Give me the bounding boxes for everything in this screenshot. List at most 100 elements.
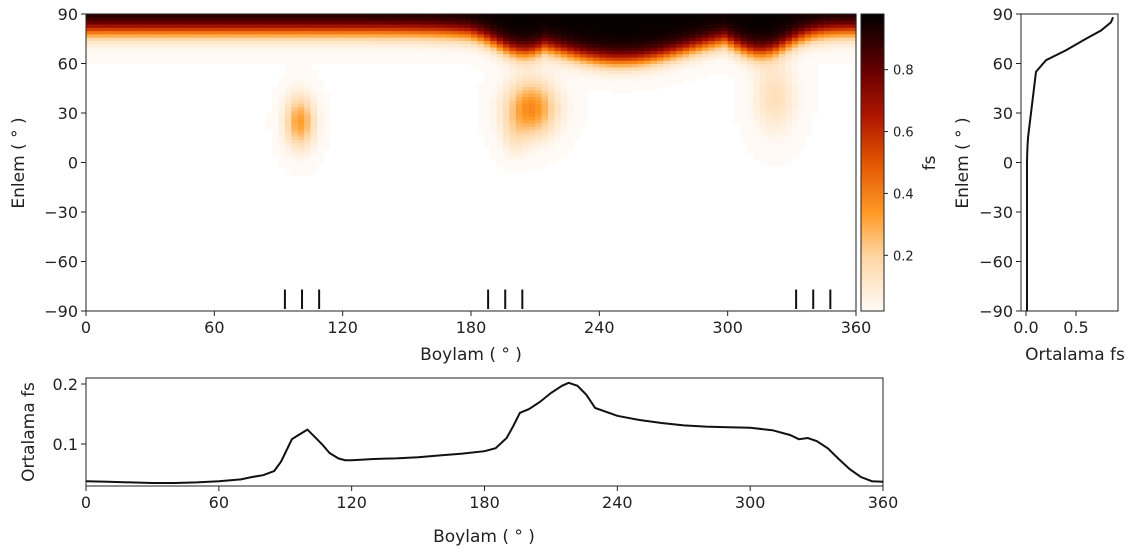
heatmap-cell: [823, 53, 831, 58]
heatmap-cell: [214, 56, 222, 61]
heatmap-cell: [169, 40, 177, 45]
heatmap-cell: [612, 60, 620, 65]
heatmap-cell: [554, 122, 562, 127]
heatmap-cell: [657, 40, 665, 45]
heatmap-cell: [714, 53, 722, 58]
heatmap-cell: [798, 96, 806, 101]
heatmap-cell: [541, 89, 549, 94]
heatmap-cell: [201, 50, 209, 55]
heatmap-cell: [278, 76, 286, 81]
heatmap-cell: [214, 40, 222, 45]
heatmap-cell: [843, 20, 851, 25]
heatmap-cell: [304, 27, 312, 32]
heatmap-cell: [490, 23, 498, 28]
heatmap-cell: [625, 40, 633, 45]
colorbar-gradient: [861, 14, 884, 311]
heatmap-cell: [195, 17, 203, 22]
heatmap-cell: [727, 50, 735, 55]
heatmap-cell: [483, 142, 491, 147]
heatmap-cell: [413, 43, 421, 48]
heatmap-cell: [284, 76, 292, 81]
heatmap-cell: [220, 14, 228, 18]
heatmap-cell: [766, 159, 774, 164]
heatmap-cell: [342, 40, 350, 45]
heatmap-cell: [721, 40, 729, 45]
heatmap-cell: [548, 73, 556, 78]
heatmap-cell: [111, 14, 119, 18]
heatmap-cell: [791, 53, 799, 58]
heatmap-cell: [676, 56, 684, 61]
heatmap-cell: [118, 23, 126, 28]
heatmap-cell: [233, 40, 241, 45]
heatmap-cell: [753, 70, 761, 74]
heatmap-cell: [387, 40, 395, 45]
heatmap-cell: [278, 83, 286, 88]
heatmap-cell: [580, 23, 588, 28]
heatmap-cell: [374, 17, 382, 22]
heatmap-cell: [150, 27, 158, 32]
heatmap-cell: [419, 56, 427, 61]
heatmap-cell: [554, 30, 562, 35]
heatmap-cell: [394, 23, 402, 28]
heatmap-cell: [438, 43, 446, 48]
heatmap-cell: [240, 37, 248, 41]
heatmap-cell: [522, 126, 530, 131]
heatmap-cell: [503, 103, 511, 107]
heatmap-cell: [528, 86, 536, 91]
heatmap-cell: [740, 129, 748, 134]
heatmap-cell: [554, 119, 562, 124]
heatmap-cell: [676, 27, 684, 32]
heatmap-cell: [548, 99, 556, 104]
heatmap-cell: [509, 66, 517, 71]
heatmap-cell: [528, 23, 536, 28]
heatmap-cell: [201, 37, 209, 41]
heatmap-cell: [182, 20, 190, 25]
heatmap-cell: [284, 155, 292, 160]
heatmap-cell: [804, 30, 812, 35]
heatmap-cell: [657, 30, 665, 35]
heatmap-cell: [284, 106, 292, 111]
heatmap-cell: [548, 30, 556, 35]
heatmap-cell: [740, 47, 748, 51]
heatmap-cell: [156, 37, 164, 41]
heatmap-cell: [86, 27, 94, 32]
heatmap-cell: [734, 89, 742, 94]
heatmap-cell: [522, 93, 530, 98]
heatmap-cell: [772, 152, 780, 157]
heatmap-cell: [381, 47, 389, 51]
heatmap-cell: [394, 27, 402, 32]
heatmap-cell: [150, 56, 158, 61]
heatmap-cell: [746, 50, 754, 55]
heatmap-cell: [548, 23, 556, 28]
heatmap-cell: [406, 40, 414, 45]
heatmap-cell: [483, 129, 491, 134]
tick: 0.0: [1013, 311, 1039, 337]
heatmap-cell: [118, 33, 126, 38]
heatmap-cell: [477, 113, 485, 117]
heatmap-cell: [560, 132, 568, 137]
heatmap-cell: [188, 17, 196, 22]
heatmap-cell: [695, 14, 703, 18]
heatmap-cell: [304, 99, 312, 104]
heatmap-cell: [317, 30, 325, 35]
heatmap-cell: [721, 14, 729, 18]
heatmap-cell: [265, 122, 273, 127]
heatmap-cell: [740, 76, 748, 81]
heatmap-cell: [483, 136, 491, 140]
heatmap-cell: [92, 53, 100, 58]
heatmap-cell: [599, 60, 607, 65]
heatmap-cell: [464, 53, 472, 58]
heatmap-cell: [169, 27, 177, 32]
heatmap-cell: [689, 50, 697, 55]
heatmap-cell: [323, 106, 331, 111]
heatmap-cell: [753, 40, 761, 45]
heatmap-cell: [746, 27, 754, 32]
heatmap-cell: [708, 33, 716, 38]
heatmap-cell: [830, 27, 838, 32]
heatmap-cell: [175, 33, 183, 38]
heatmap-cell: [785, 113, 793, 117]
heatmap-cell: [612, 53, 620, 58]
heatmap-cell: [541, 159, 549, 164]
heatmap-cell: [130, 33, 138, 38]
heatmap-cell: [483, 14, 491, 18]
